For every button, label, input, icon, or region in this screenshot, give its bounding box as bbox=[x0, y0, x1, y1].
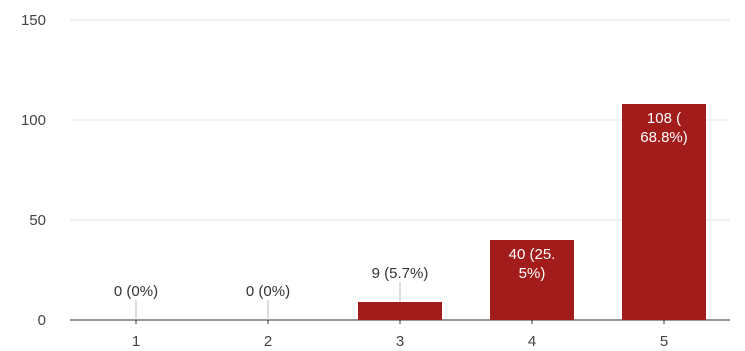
y-tick-label: 0 bbox=[38, 312, 46, 329]
x-tick-label: 3 bbox=[396, 333, 404, 350]
y-tick-label: 150 bbox=[21, 12, 46, 29]
x-tick-label: 4 bbox=[528, 333, 536, 350]
bar bbox=[622, 104, 706, 320]
data-label: 9 (5.7%) bbox=[372, 265, 429, 282]
bar bbox=[358, 302, 442, 320]
data-label: 0 (0%) bbox=[246, 283, 290, 300]
bars bbox=[358, 104, 706, 320]
y-tick-label: 50 bbox=[29, 212, 46, 229]
x-tick-label: 1 bbox=[132, 333, 140, 350]
gridlines bbox=[70, 19, 730, 221]
x-tick-label: 2 bbox=[264, 333, 272, 350]
data-labels: 0 (0%) 0 (0%) 9 (5.7%) 40 (25. 5%) 108 (68.8%… bbox=[114, 110, 688, 320]
bar bbox=[490, 240, 574, 320]
y-tick-label: 100 bbox=[21, 112, 46, 129]
data-label: 0 (0%) bbox=[114, 283, 158, 300]
data-label: 40 (25. 5%) bbox=[509, 246, 556, 282]
data-label: 108 (68.8%) bbox=[640, 110, 688, 146]
x-tick-label: 5 bbox=[660, 333, 668, 350]
